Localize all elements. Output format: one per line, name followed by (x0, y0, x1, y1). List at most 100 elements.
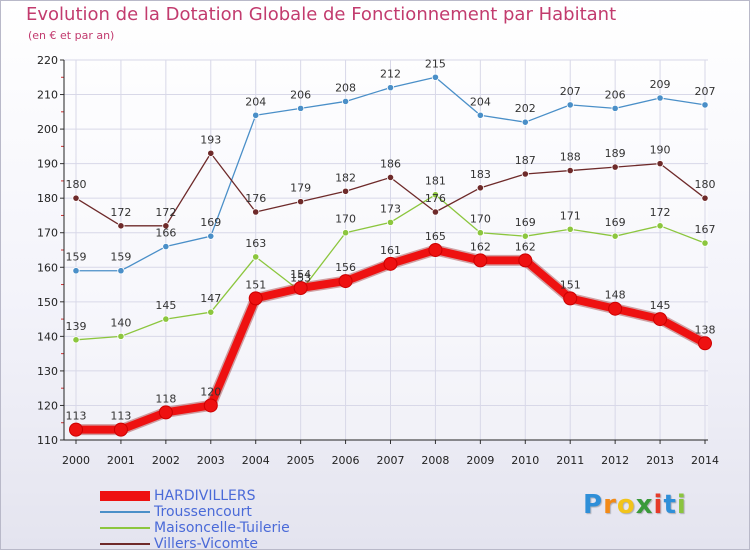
data-point (383, 256, 398, 271)
x-tick-label: 2008 (421, 454, 449, 467)
data-label: 151 (245, 278, 266, 291)
y-tick-label: 210 (37, 89, 58, 102)
data-label: 202 (515, 102, 536, 115)
data-label: 182 (335, 171, 356, 184)
data-label: 156 (335, 261, 356, 274)
legend-item-hardivillers[interactable]: HARDIVILLERS (100, 488, 290, 504)
data-point (431, 191, 440, 199)
x-tick-label: 2012 (601, 454, 629, 467)
data-label: 165 (425, 230, 446, 243)
data-label: 120 (200, 385, 221, 398)
data-point (252, 253, 260, 261)
data-label: 189 (605, 147, 626, 160)
data-point (248, 291, 263, 306)
data-point (431, 73, 440, 81)
data-point (252, 208, 260, 216)
data-point (207, 308, 215, 316)
data-label: 176 (425, 192, 446, 205)
data-label: 183 (470, 168, 491, 181)
data-label: 167 (695, 223, 716, 236)
legend-label: Maisoncelle-Tuilerie (154, 520, 290, 536)
data-point (518, 253, 533, 268)
legend-item-troussencourt[interactable]: Troussencourt (100, 504, 290, 520)
y-tick-label: 130 (37, 365, 58, 378)
data-label: 208 (335, 81, 356, 94)
data-point (701, 194, 709, 202)
data-label: 159 (110, 251, 131, 264)
data-label: 188 (560, 151, 581, 164)
data-label: 169 (515, 216, 536, 229)
data-label: 166 (155, 227, 176, 240)
data-point (72, 336, 80, 344)
data-label: 162 (470, 240, 491, 253)
data-label: 145 (155, 299, 176, 312)
y-tick-label: 110 (37, 434, 58, 447)
x-tick-label: 2010 (511, 454, 539, 467)
legend-item-villers-vicomte[interactable]: Villers-Vicomte (100, 536, 290, 552)
data-label: 180 (695, 178, 716, 191)
x-tick-label: 2011 (556, 454, 584, 467)
data-label: 190 (650, 144, 671, 157)
data-label: 148 (605, 289, 626, 302)
x-tick-label: 2004 (242, 454, 270, 467)
data-point (521, 118, 529, 126)
data-label: 161 (380, 244, 401, 257)
data-point (386, 218, 395, 226)
data-label: 145 (650, 299, 671, 312)
legend-item-maisoncelle-tuilerie[interactable]: Maisoncelle-Tuilerie (100, 520, 290, 536)
data-label: 204 (245, 95, 266, 108)
data-label: 118 (155, 392, 176, 405)
data-point (386, 173, 395, 182)
data-point (293, 281, 308, 295)
y-tick-label: 140 (37, 330, 58, 343)
logo-letter: x (635, 490, 654, 520)
data-point (117, 267, 125, 275)
chart-subtitle: (en € et par an) (28, 29, 115, 42)
x-tick-label: 2003 (197, 454, 225, 467)
data-point (117, 332, 125, 340)
legend-label: Villers-Vicomte (154, 536, 258, 552)
data-point (252, 111, 260, 119)
data-point (297, 104, 305, 112)
data-label: 215 (425, 57, 446, 70)
legend-swatch (100, 491, 150, 501)
data-point (207, 232, 215, 240)
logo-letter: o (616, 490, 636, 520)
data-point (656, 94, 664, 102)
data-label: 113 (66, 410, 87, 423)
data-point (72, 194, 80, 202)
x-tick-label: 2009 (466, 454, 494, 467)
x-tick-label: 2000 (62, 454, 90, 467)
legend-label: HARDIVILLERS (154, 488, 256, 504)
x-tick-label: 2014 (691, 454, 719, 467)
data-label: 207 (560, 85, 581, 98)
data-label: 162 (515, 240, 536, 253)
data-point (341, 97, 350, 106)
data-label: 138 (695, 323, 716, 336)
data-point (476, 111, 484, 119)
data-point (162, 315, 170, 323)
y-tick-label: 200 (37, 123, 58, 136)
data-label: 151 (560, 278, 581, 291)
y-tick-label: 160 (37, 261, 58, 274)
data-label: 147 (200, 292, 221, 305)
data-point (476, 229, 484, 237)
data-point (476, 184, 484, 192)
data-label: 172 (110, 206, 131, 219)
data-label: 113 (110, 410, 131, 423)
logo-letter: i (676, 490, 687, 520)
data-point (521, 232, 529, 240)
data-point (162, 222, 170, 230)
chart-title: Evolution de la Dotation Globale de Fonc… (26, 4, 617, 25)
data-point (611, 232, 619, 240)
data-point (611, 104, 619, 112)
plot-area (64, 60, 708, 440)
data-label: 179 (290, 182, 311, 195)
y-tick-label: 190 (37, 158, 58, 171)
y-tick-label: 180 (37, 192, 58, 205)
data-point (521, 170, 529, 178)
logo-letter: P (583, 490, 604, 520)
legend-swatch (100, 543, 150, 545)
data-label: 207 (695, 85, 716, 98)
data-label: 187 (515, 154, 536, 167)
